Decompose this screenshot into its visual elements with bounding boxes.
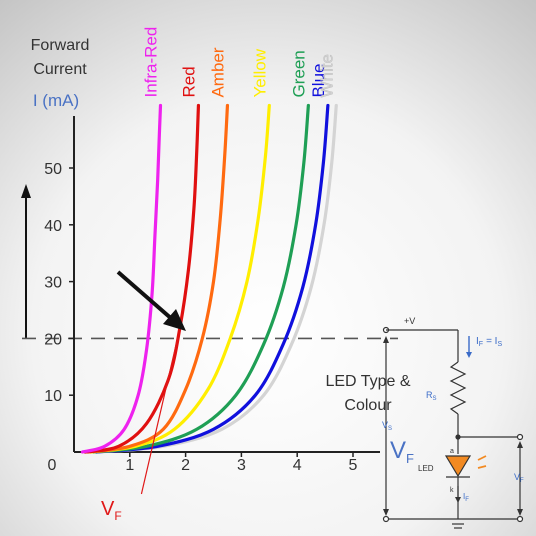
x-tick-label: 0	[48, 457, 57, 474]
pointer-arrow-head	[163, 309, 186, 331]
vf-arrow-head-up	[517, 441, 523, 448]
series-label-yellow: Yellow	[250, 48, 269, 97]
vs-arrow-head-up	[383, 336, 389, 343]
caption-line2: Colour	[344, 397, 392, 414]
series-label-green: Green	[289, 50, 308, 97]
y-tick-label: 30	[44, 275, 62, 292]
led-current-label: IF	[463, 492, 469, 503]
supply-label: +V	[404, 316, 415, 326]
vf-top-terminal	[516, 433, 524, 441]
y-tick-label: 20	[44, 331, 62, 348]
anode-label: a	[450, 448, 454, 455]
vs-arrow-head-down	[383, 509, 389, 516]
y-label-line1: Forward	[31, 37, 90, 54]
vs-label: VS	[382, 420, 392, 432]
led-label: LED	[418, 464, 434, 473]
y-label-unit: I (mA)	[33, 91, 79, 110]
curve-green	[91, 103, 310, 454]
cathode-label: k	[450, 487, 454, 494]
caption-line1: LED Type &	[325, 373, 410, 390]
light-ray-icon	[477, 455, 487, 461]
x-tick-label: 3	[237, 457, 246, 474]
series-label-white: White	[317, 54, 336, 97]
x-tick-label: 4	[293, 457, 302, 474]
resistor-label: RS	[426, 390, 437, 402]
ground-terminal-right	[516, 515, 524, 523]
curve-amber	[86, 103, 230, 454]
y-label-line2: Current	[33, 61, 87, 78]
series-label-amber: Amber	[208, 47, 227, 97]
vf-marker-line	[140, 338, 179, 495]
series-label-infra-red: Infra-Red	[141, 27, 160, 98]
led-current-arrow-head	[455, 497, 461, 503]
y-tick-label: 50	[44, 161, 62, 178]
vf-marker-label: VF	[101, 498, 122, 523]
x-tick-label: 1	[125, 457, 134, 474]
x-label: VF	[390, 437, 414, 466]
x-tick-label: 5	[349, 457, 358, 474]
series-label-blue: Blue	[309, 63, 328, 97]
x-tick-label: 2	[181, 457, 190, 474]
curve-yellow	[89, 103, 271, 454]
current-arrow-head	[466, 352, 472, 358]
vf-circuit-label: VF	[514, 472, 524, 484]
vf-arrow-head-down	[517, 509, 523, 516]
y-direction-arrow-head	[21, 184, 31, 198]
current-label: IF = IS	[476, 336, 502, 348]
led-icon	[444, 455, 472, 478]
ground-terminal-left	[382, 515, 390, 523]
pointer-arrow-shaft	[116, 270, 175, 322]
y-tick-label: 40	[44, 218, 62, 235]
series-curves	[80, 103, 338, 454]
series-label-red: Red	[179, 66, 198, 97]
resistor-symbol	[449, 361, 467, 415]
y-tick-label: 10	[44, 388, 62, 405]
curve-blue	[94, 103, 330, 454]
curve-infra-red	[80, 103, 163, 454]
